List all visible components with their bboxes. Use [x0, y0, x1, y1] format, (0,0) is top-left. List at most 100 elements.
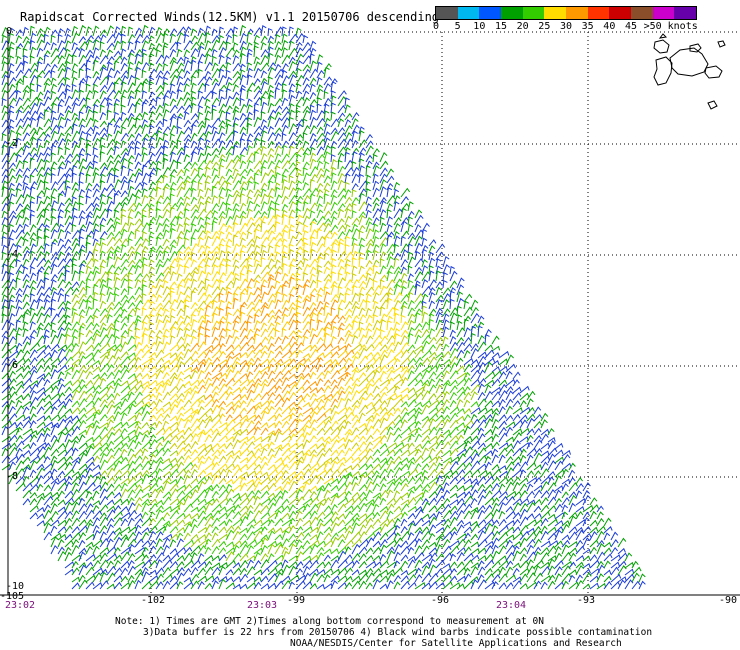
wind-barb — [470, 418, 480, 429]
wind-barb — [113, 216, 120, 226]
wind-barb — [554, 526, 564, 534]
wind-barb — [498, 545, 507, 555]
wind-barb — [379, 544, 388, 555]
wind-barb — [218, 187, 226, 198]
wind-barb — [106, 419, 114, 429]
wind-barb — [414, 477, 423, 485]
wind-barb — [281, 342, 292, 352]
wind-barb — [232, 518, 244, 527]
wind-barb — [148, 152, 156, 163]
wind-barb — [8, 252, 16, 261]
wind-barb — [78, 463, 88, 471]
wind-barb — [134, 307, 141, 317]
wind-barb — [568, 494, 577, 506]
wind-barb — [127, 391, 135, 401]
wind-barb — [386, 334, 396, 345]
wind-barb — [379, 522, 389, 534]
wind-barb — [155, 75, 163, 86]
wind-barb — [113, 517, 123, 527]
wind-barb — [92, 390, 101, 401]
wind-barb — [183, 532, 191, 541]
wind-barb — [29, 429, 38, 436]
wind-barb — [281, 47, 288, 58]
wind-barb — [442, 264, 451, 275]
wind-barb — [99, 173, 106, 184]
wind-barb — [148, 220, 155, 233]
wind-barb — [554, 475, 562, 485]
wind-barb — [372, 235, 380, 247]
wind-barb — [169, 281, 178, 289]
wind-barb — [435, 243, 446, 254]
wind-barb — [106, 467, 115, 478]
wind-barb — [120, 56, 128, 65]
wind-barb — [29, 405, 37, 415]
wind-barb — [302, 167, 308, 177]
wind-barb — [302, 431, 311, 443]
wind-barb — [85, 424, 94, 436]
wind-barb — [155, 364, 166, 373]
wind-barb — [71, 384, 82, 394]
wind-barb — [309, 125, 318, 135]
wind-barb — [295, 231, 303, 240]
wind-barb — [183, 418, 192, 429]
wind-barb — [218, 46, 227, 58]
wind-barb — [183, 272, 193, 282]
wind-barb — [246, 200, 254, 212]
wind-barb — [267, 215, 277, 226]
wind-barb — [120, 315, 129, 324]
wind-barb — [57, 116, 65, 128]
wind-barb — [176, 175, 184, 184]
wind-barb — [372, 284, 382, 296]
wind-barb — [547, 427, 555, 436]
wind-barb — [260, 455, 268, 464]
wind-barb — [232, 252, 240, 261]
wind-barb — [155, 531, 164, 541]
wind-barb — [477, 454, 487, 464]
wind-barb — [71, 435, 80, 443]
wind-barb — [274, 271, 282, 282]
wind-barb — [64, 197, 72, 205]
wind-barb — [57, 519, 67, 527]
wind-barb — [463, 539, 472, 548]
wind-barb — [498, 518, 507, 527]
wind-barb — [71, 425, 81, 436]
wind-barb — [71, 76, 78, 86]
wind-barb — [50, 180, 59, 191]
wind-barb — [414, 379, 424, 387]
wind-barb — [43, 77, 52, 86]
wind-barb — [575, 545, 586, 555]
wind-barb — [603, 541, 612, 548]
wind-barb — [505, 544, 516, 555]
wind-barb — [323, 468, 334, 478]
wind-barb — [64, 238, 72, 247]
wind-barb — [155, 236, 162, 247]
wind-barb — [218, 512, 228, 520]
wind-barb — [456, 386, 465, 394]
wind-barb — [127, 414, 137, 422]
wind-barb — [393, 398, 404, 408]
wind-barb — [22, 185, 30, 198]
wind-barb — [211, 349, 222, 359]
wind-barb — [491, 476, 500, 485]
wind-barb — [463, 327, 471, 338]
wind-barb — [267, 27, 273, 37]
wind-barb — [379, 505, 389, 513]
wind-barb — [36, 349, 46, 359]
wind-barb — [267, 140, 275, 149]
wind-barb — [71, 488, 80, 499]
wind-barb — [162, 270, 172, 282]
wind-barb — [239, 46, 247, 58]
wind-barb — [8, 357, 17, 366]
wind-barb — [8, 475, 16, 485]
wind-barb — [113, 306, 124, 317]
wind-barb — [309, 104, 315, 114]
wind-barb — [71, 517, 80, 527]
wind-barb — [106, 426, 116, 436]
wind-barb — [358, 347, 368, 359]
wind-barb — [232, 214, 240, 226]
wind-barb — [78, 124, 86, 135]
wind-barb — [176, 263, 184, 275]
wind-barb — [22, 110, 32, 121]
wind-barb — [183, 342, 191, 352]
wind-barb — [449, 510, 459, 520]
